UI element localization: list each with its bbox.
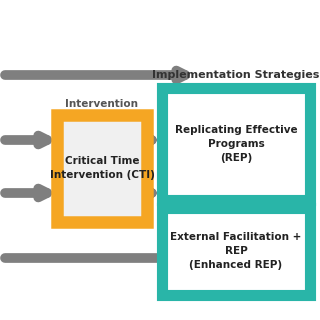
- FancyBboxPatch shape: [162, 88, 310, 200]
- Text: Implementation Strategies: Implementation Strategies: [152, 70, 320, 80]
- Text: Replicating Effective
Programs
(REP): Replicating Effective Programs (REP): [175, 125, 297, 163]
- Text: External Facilitation +
REP
(Enhanced REP): External Facilitation + REP (Enhanced RE…: [170, 233, 302, 270]
- Text: Intervention: Intervention: [66, 99, 139, 109]
- FancyBboxPatch shape: [57, 115, 147, 222]
- FancyBboxPatch shape: [162, 208, 310, 295]
- Text: Critical Time
Intervention (CTI): Critical Time Intervention (CTI): [50, 156, 155, 180]
